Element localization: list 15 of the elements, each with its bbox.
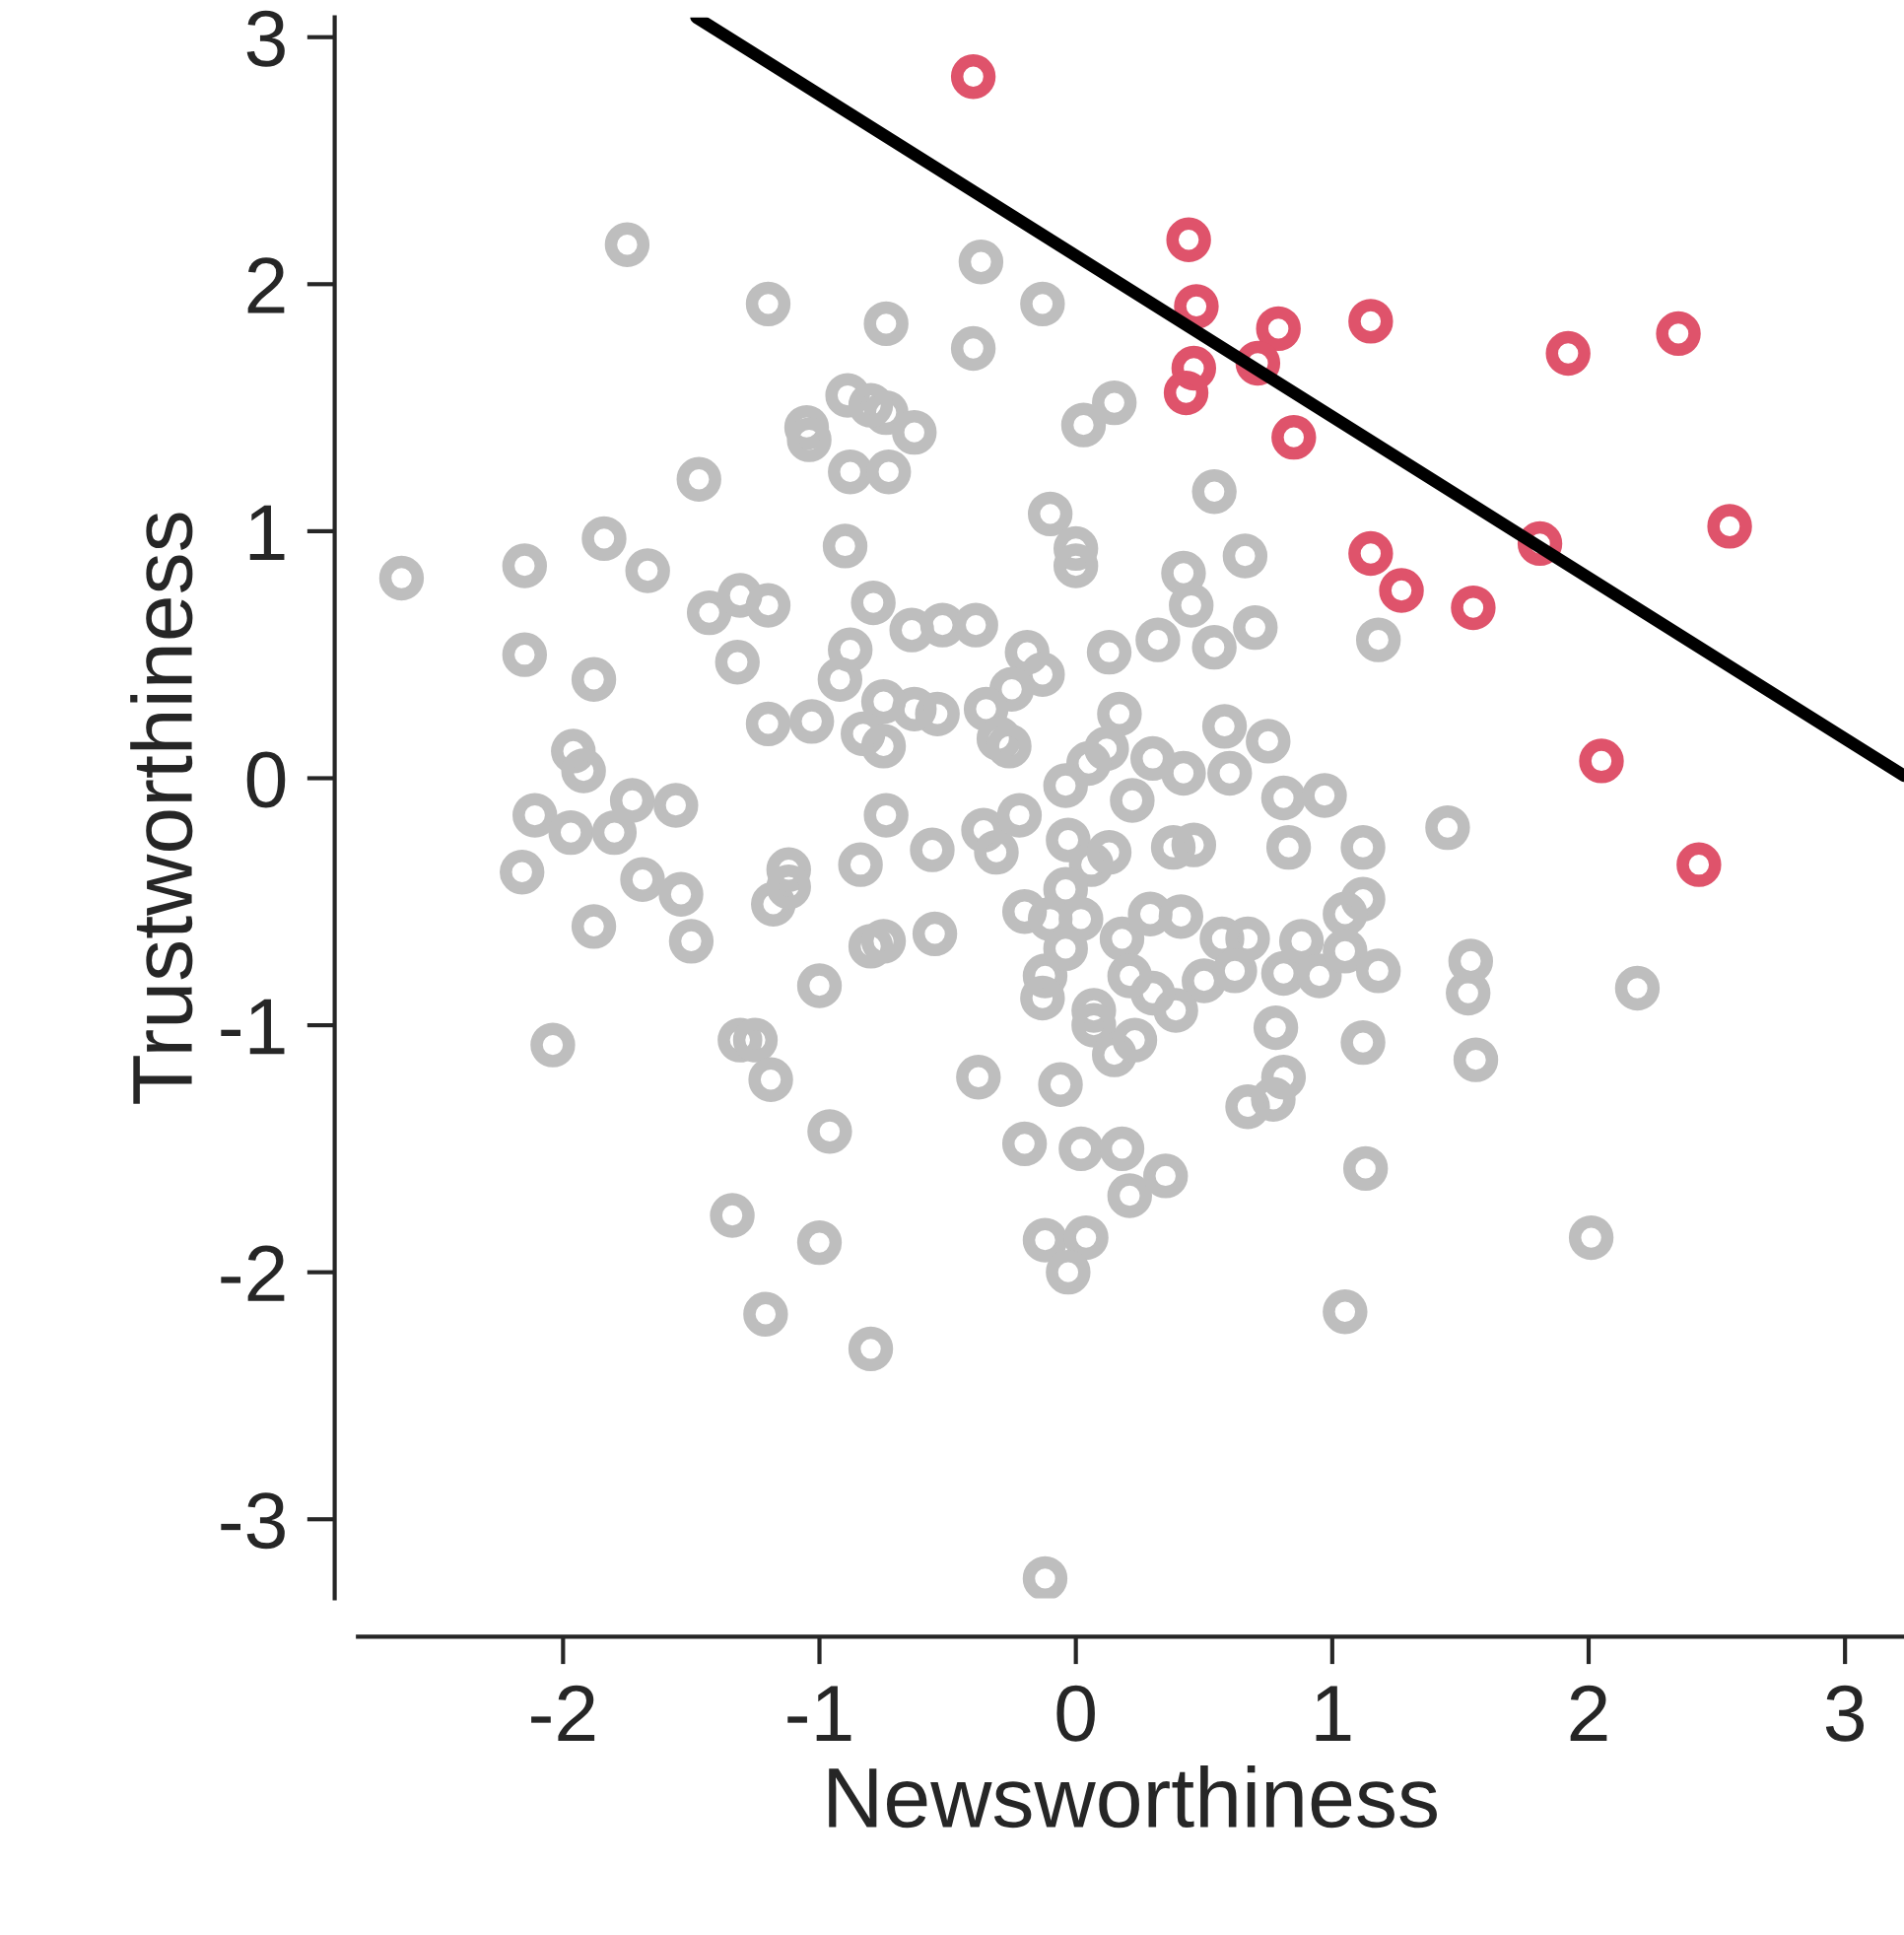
y-tick-label: 2 (247, 257, 285, 313)
y-tick-label: -2 (221, 1245, 285, 1301)
y-axis-title: Trustworthiness (130, 513, 193, 1104)
y-tick-label: 3 (246, 10, 285, 67)
x-tick-label: -1 (787, 1686, 851, 1741)
x-tick-label: 2 (1570, 1685, 1607, 1741)
x-tick-label: 0 (1056, 1685, 1095, 1742)
y-tick-label: 0 (246, 751, 286, 808)
y-tick-label: 1 (249, 505, 285, 561)
x-tick-label: 1 (1316, 1686, 1351, 1741)
x-tick-label: 3 (1825, 1685, 1865, 1742)
y-tick-label: -3 (221, 1492, 285, 1550)
x-tick-label: -2 (531, 1685, 595, 1741)
y-tick-label: -1 (221, 999, 285, 1055)
x-axis-title: Newsworthiness (829, 1764, 1437, 1829)
